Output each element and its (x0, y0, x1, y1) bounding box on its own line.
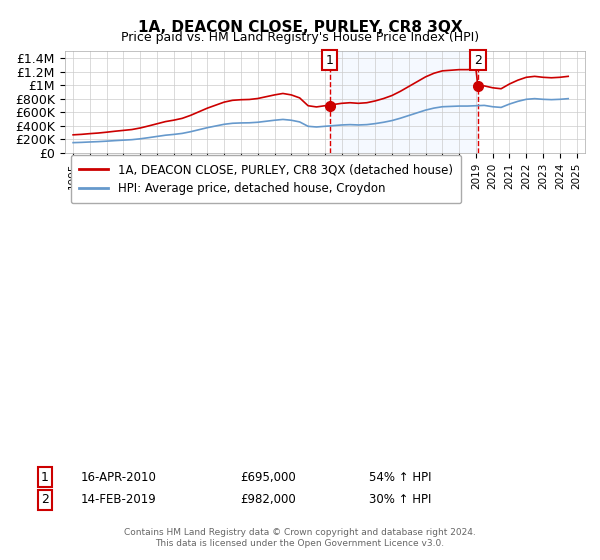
Text: 1: 1 (41, 470, 49, 484)
Bar (330, 52, 478, 153)
Text: 2: 2 (474, 54, 482, 67)
Text: 54% ↑ HPI: 54% ↑ HPI (369, 470, 431, 484)
Text: 2: 2 (41, 493, 49, 506)
Text: £695,000: £695,000 (240, 470, 296, 484)
Text: Price paid vs. HM Land Registry's House Price Index (HPI): Price paid vs. HM Land Registry's House … (121, 31, 479, 44)
Text: £982,000: £982,000 (240, 493, 296, 506)
Text: 1A, DEACON CLOSE, PURLEY, CR8 3QX: 1A, DEACON CLOSE, PURLEY, CR8 3QX (137, 20, 463, 35)
Text: 30% ↑ HPI: 30% ↑ HPI (369, 493, 431, 506)
Text: Contains HM Land Registry data © Crown copyright and database right 2024.
This d: Contains HM Land Registry data © Crown c… (124, 528, 476, 548)
Text: 14-FEB-2019: 14-FEB-2019 (81, 493, 157, 506)
Legend: 1A, DEACON CLOSE, PURLEY, CR8 3QX (detached house), HPI: Average price, detached: 1A, DEACON CLOSE, PURLEY, CR8 3QX (detac… (71, 155, 461, 203)
Text: 16-APR-2010: 16-APR-2010 (81, 470, 157, 484)
Text: 1: 1 (326, 54, 334, 67)
